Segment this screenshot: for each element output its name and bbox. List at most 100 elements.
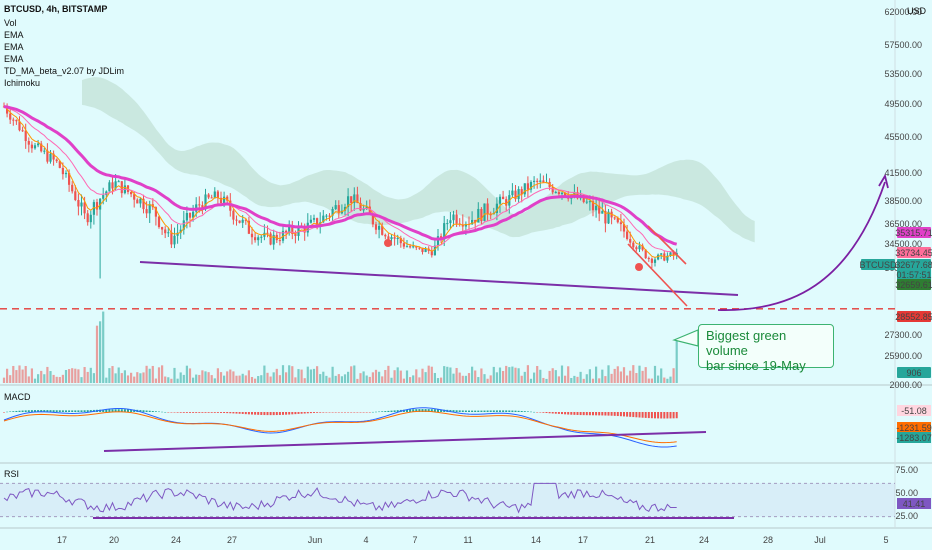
macd-hist-bar (291, 412, 294, 415)
candle-body (89, 214, 92, 223)
volume-bar (511, 366, 514, 383)
macd-hist-bar (257, 412, 260, 415)
candle-body (30, 144, 33, 149)
volume-callout[interactable]: Biggest green volume bar since 19-May (698, 324, 834, 373)
volume-bar (9, 375, 12, 383)
callout-line-2: bar since 19-May (706, 358, 806, 373)
volume-bar (260, 375, 263, 383)
macd-hist-bar (102, 409, 105, 412)
volume-bar (18, 365, 21, 383)
rsi-band (0, 483, 895, 517)
volume-bar (83, 367, 86, 383)
macd-hist-bar (254, 412, 257, 415)
indicator-label-ema-1[interactable]: EMA (4, 30, 24, 40)
volume-bar (188, 368, 192, 383)
volume-bar (396, 367, 399, 383)
symbol-legend[interactable]: BTCUSD, 4h, BITSTAMP (4, 4, 108, 14)
price-badge-bg (897, 311, 931, 322)
volume-bar (263, 365, 266, 383)
candle-body (381, 225, 384, 235)
macd-hist-bar (251, 412, 253, 415)
candle-body (622, 224, 626, 232)
macd-hist-bar (368, 412, 371, 413)
volume-bar (337, 374, 340, 383)
forecast-arrowhead (878, 173, 889, 189)
volume-bar (130, 372, 133, 383)
candle-body (353, 194, 356, 204)
price-badge-label: 01:57:51 (896, 270, 931, 280)
candle-body (105, 191, 108, 196)
macd-hist-bar (282, 412, 284, 415)
volume-bar (226, 371, 229, 383)
macd-hist-bar (542, 412, 545, 413)
macd-hist-bar (499, 410, 501, 412)
macd-hist-bar (375, 411, 377, 413)
macd-hist-bar (86, 410, 89, 412)
volume-bar (653, 365, 657, 383)
indicator-label-vol[interactable]: Vol (4, 18, 17, 28)
candle-body (471, 219, 474, 225)
volume-bar (483, 374, 486, 383)
time-axis-tick: 17 (57, 535, 67, 545)
macd-hist-bar (629, 412, 632, 417)
macd-badge-bg (897, 432, 931, 443)
volume-bar (430, 366, 433, 383)
macd-hist-bar (260, 412, 263, 415)
indicator-label-ichimoku[interactable]: Ichimoku (4, 78, 41, 88)
macd-hist-bar (424, 409, 427, 412)
macd-hist-bar (216, 412, 219, 413)
volume-bar (55, 376, 58, 383)
macd-hist-bar (582, 412, 585, 416)
candle-body (238, 220, 241, 223)
candle-body (523, 183, 526, 195)
indicator-label-ema-2[interactable]: EMA (4, 42, 24, 52)
candle-body (52, 153, 55, 160)
volume-bar (480, 368, 483, 383)
candle-body (359, 202, 362, 211)
macd-hist-bar (294, 412, 297, 415)
volume-bar (126, 375, 130, 383)
volume-bar (254, 378, 257, 383)
macd-hist-bar (12, 411, 15, 412)
volume-bar (672, 368, 675, 383)
sell-marker (384, 239, 392, 247)
volume-bar (433, 372, 436, 383)
candle-body (219, 197, 223, 204)
macd-hist-bar (139, 410, 142, 412)
volume-bar (644, 367, 647, 383)
volume-bar (198, 374, 201, 383)
candle-body (433, 245, 436, 256)
volume-bar (393, 370, 396, 383)
volume-bar (235, 375, 238, 383)
macd-panel-title[interactable]: MACD (4, 392, 31, 402)
macd-hist-bar (309, 412, 312, 414)
volume-bar (207, 372, 210, 383)
price-axis-tick: 45500.00 (884, 132, 922, 142)
volume-bar (498, 367, 502, 383)
macd-hist-bar (427, 409, 430, 412)
macd-hist-bar (120, 409, 123, 412)
candle-body (257, 237, 260, 241)
indicator-label-td-ma[interactable]: TD_MA_beta_v2.07 by JDLim (4, 66, 125, 76)
volume-bar (536, 366, 539, 383)
candle-body (250, 233, 254, 238)
volume-bar (343, 374, 347, 383)
candle-body (247, 220, 250, 234)
macd-hist-bar (133, 409, 136, 412)
volume-bar (548, 370, 551, 383)
macd-hist-bar (83, 410, 86, 412)
volume-bar (176, 378, 179, 383)
volume-bar (281, 365, 285, 383)
indicator-label-ema-3[interactable]: EMA (4, 54, 24, 64)
volume-bar (334, 375, 337, 383)
candle-body (325, 215, 328, 217)
volume-bar (61, 374, 64, 383)
volume-bar (250, 377, 254, 383)
candle-body (210, 197, 213, 199)
price-axis-tick: 36500.00 (884, 219, 922, 229)
rsi-panel-title[interactable]: RSI (4, 469, 20, 479)
volume-bar (607, 365, 610, 383)
time-axis-tick: 4 (363, 535, 368, 545)
macd-hist-bar (359, 412, 362, 413)
